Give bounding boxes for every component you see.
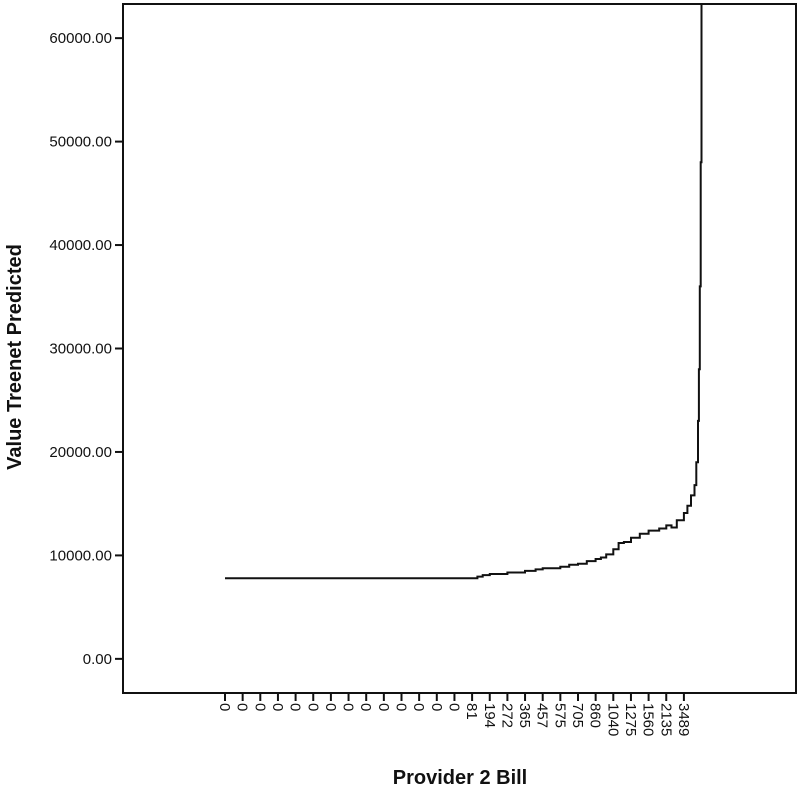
x-tick-label: 1040 <box>604 703 621 736</box>
x-tick-label: 705 <box>569 703 586 728</box>
x-tick-label: 3489 <box>675 703 692 736</box>
x-tick-label: 0 <box>251 703 268 711</box>
y-tick-label: 0.00 <box>83 651 112 668</box>
y-tick-label: 20000.00 <box>49 444 112 461</box>
x-axis-title: Provider 2 Bill <box>393 767 528 789</box>
x-tick-label: 575 <box>551 703 568 728</box>
y-tick-label: 60000.00 <box>49 30 112 47</box>
y-tick-label: 50000.00 <box>49 134 112 151</box>
x-tick-label: 0 <box>393 703 410 711</box>
x-tick-label: 81 <box>463 703 480 720</box>
y-tick-label: 30000.00 <box>49 341 112 358</box>
x-tick-label: 0 <box>375 703 392 711</box>
y-axis: 0.00 10000.00 20000.00 30000.00 40000.00 5000… <box>49 30 123 668</box>
y-tick-label: 40000.00 <box>49 237 112 254</box>
y-axis-title: Value Treenet Predicted <box>4 244 26 470</box>
x-tick-label: 365 <box>516 703 533 728</box>
plot-frame <box>122 3 797 694</box>
x-tick-label: 457 <box>534 703 551 728</box>
series-line <box>225 4 703 580</box>
x-tick-label: 0 <box>428 703 445 711</box>
x-tick-label: 0 <box>340 703 357 711</box>
x-tick-label: 1560 <box>640 703 657 736</box>
x-tick-label: 2135 <box>657 703 674 736</box>
x-tick-label: 0 <box>304 703 321 711</box>
x-tick-label: 0 <box>410 703 427 711</box>
x-tick-label: 0 <box>445 703 462 711</box>
x-tick-label: 0 <box>269 703 286 711</box>
x-tick-label: 1275 <box>622 703 639 736</box>
x-tick-label: 0 <box>234 703 251 711</box>
x-tick-label: 0 <box>216 703 233 711</box>
x-tick-label: 272 <box>498 703 515 728</box>
y-tick-label: 10000.00 <box>49 547 112 564</box>
x-tick-label: 0 <box>357 703 374 711</box>
x-tick-label: 194 <box>481 703 498 728</box>
x-tick-label: 0 <box>322 703 339 711</box>
x-axis: 0 0 0 0 0 0 0 0 0 0 0 0 0 0 81 194 272 365 457 575 705 860 104… <box>216 693 692 736</box>
x-tick-label: 860 <box>587 703 604 728</box>
x-tick-label: 0 <box>287 703 304 711</box>
